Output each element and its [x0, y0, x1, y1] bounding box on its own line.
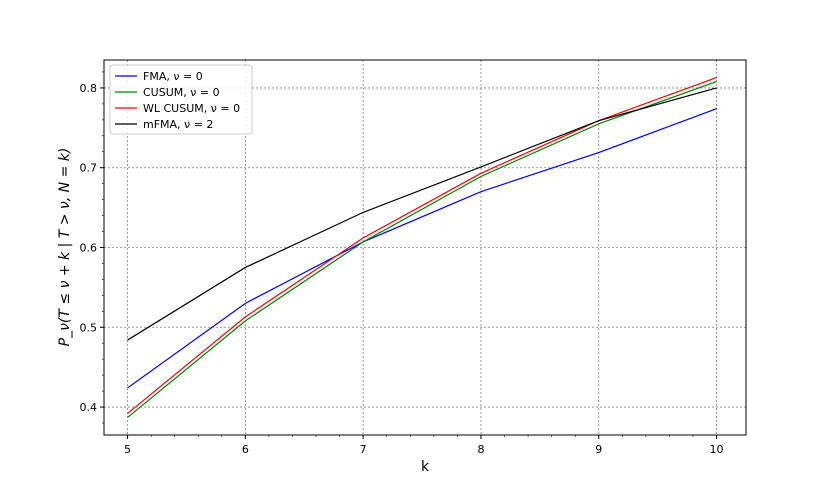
x-axis-label: k [421, 459, 430, 475]
grid [104, 60, 746, 435]
y-tick-label: 0.5 [80, 321, 98, 334]
legend-label: WL CUSUM, ν = 0 [143, 102, 240, 115]
y-tick-label: 0.8 [80, 82, 98, 95]
x-tick-label: 8 [477, 443, 484, 456]
legend-label: CUSUM, ν = 0 [143, 86, 220, 99]
legend-box [109, 64, 253, 135]
series-lines [127, 76, 717, 418]
y-tick-label: 0.6 [80, 242, 98, 255]
y-tick-label: 0.7 [80, 162, 98, 175]
legend: FMA, ν = 0 CUSUM, ν = 0 WL CUSUM, ν = 0 mFM… [109, 64, 253, 135]
x-tick-label: 6 [242, 443, 249, 456]
x-tick-label: 7 [360, 443, 367, 456]
x-tick-label: 9 [595, 443, 602, 456]
series-line-4 [127, 87, 717, 341]
series-line-1 [127, 108, 717, 389]
series-line-3 [127, 76, 717, 414]
series-line-2 [127, 80, 717, 418]
x-tick-label: 5 [124, 443, 131, 456]
legend-label: mFMA, ν = 2 [143, 118, 213, 131]
y-tick-label: 0.4 [80, 401, 98, 414]
y-axis: 0.4 0.5 0.6 0.7 0.8 [80, 82, 104, 414]
legend-label: FMA, ν = 0 [143, 70, 203, 83]
x-tick-label: 10 [710, 443, 724, 456]
x-axis: 5 6 7 8 9 10 [124, 435, 724, 456]
y-axis-label: P_ν(T ≤ ν + k | T > ν, N = k) [57, 148, 73, 347]
